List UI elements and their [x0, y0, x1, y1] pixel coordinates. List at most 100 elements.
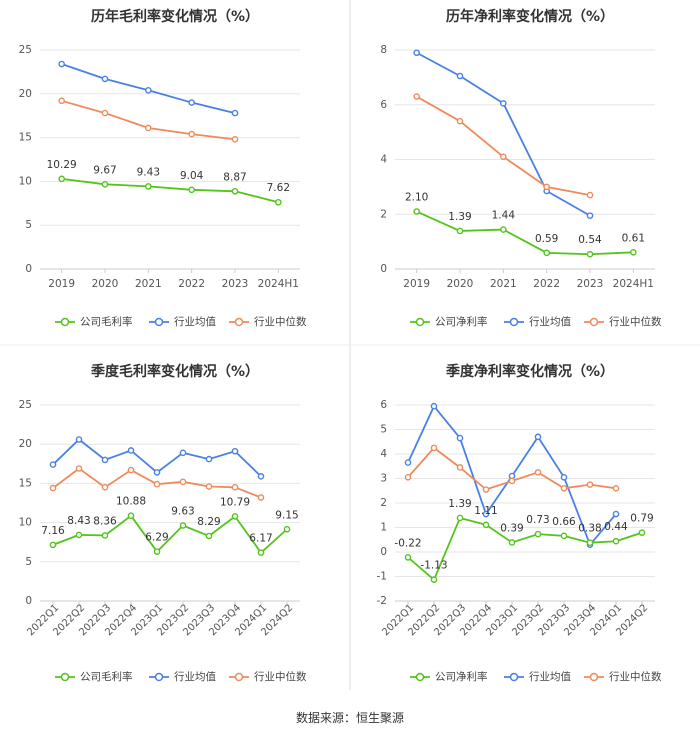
- annual-gross-legend-item-industry_avg[interactable]: 行业均值: [149, 315, 216, 328]
- annual-net-x-tick-label: 2024H1: [613, 278, 654, 290]
- annual-gross-y-tick-label: 0: [25, 263, 32, 275]
- quarterly-net-y-tick-label: 3: [380, 473, 387, 485]
- quarterly-net-legend-item-industry_median[interactable]: 行业中位数: [584, 670, 662, 683]
- quarterly-net-company-point: [456, 514, 464, 522]
- quarterly-gross-data-label: 9.15: [275, 509, 298, 521]
- annual-net-company-line: [416, 210, 634, 256]
- quarterly-net-y-tick-label: 0: [380, 546, 387, 558]
- quarterly-net-industry_avg-point: [534, 433, 542, 441]
- annual-gross-data-label: 10.29: [47, 159, 77, 171]
- quarterly-gross-legend-item-company[interactable]: 公司毛利率: [55, 670, 133, 683]
- annual-gross-company-point: [145, 183, 152, 190]
- quarterly-net-company-point: [586, 539, 594, 546]
- quarterly-gross-industry_median-point: [179, 478, 187, 486]
- annual-net-y-tick-label: 2: [380, 208, 387, 220]
- quarterly-net-y-tick-label: -1: [377, 571, 387, 583]
- quarterly-gross-industry_median-point: [231, 484, 239, 491]
- quarterly-net-data-label: 0.39: [500, 522, 523, 534]
- annual-net-company-point: [456, 227, 464, 235]
- quarterly-gross-industry_median-point: [205, 483, 213, 490]
- annual-gross-data-label: 9.43: [137, 166, 160, 178]
- annual-net-legend-item-industry_avg[interactable]: 行业均值: [504, 315, 571, 328]
- annual-gross-y-tick-label: 10: [19, 175, 32, 187]
- annual-gross-y-tick-label: 15: [19, 132, 32, 144]
- annual-gross-legend-swatch-marker: [60, 317, 70, 327]
- quarterly-net-legend-item-industry_avg[interactable]: 行业均值: [504, 670, 571, 683]
- annual-gross-x-tick-label: 2023: [222, 278, 249, 290]
- quarterly-gross-legend-label: 行业均值: [174, 670, 216, 683]
- quarterly-net-y-tick-label: 2: [380, 497, 387, 509]
- quarterly-gross-company-point: [283, 525, 291, 533]
- annual-gross-legend: 公司毛利率 行业均值 行业中位数: [55, 315, 307, 328]
- annual-net-company-point: [630, 249, 637, 256]
- quarterly-gross-industry_avg-point: [127, 447, 135, 454]
- annual-net-industry_median-point: [586, 191, 594, 199]
- quarterly-net-industry_median-point: [534, 469, 542, 476]
- quarterly-gross-industry_median-point: [257, 494, 265, 501]
- annual-net-margin-chart: 历年净利率变化情况（%） 0 2 4 6 8 2019 2020 2021 2022 2023 202…: [380, 8, 662, 328]
- quarterly-net-company-point: [508, 539, 516, 546]
- annual-net-x-tick-label: 2021: [490, 278, 517, 290]
- annual-net-y-tick-label: 6: [380, 99, 387, 111]
- quarterly-gross-y-tick-label: 5: [25, 556, 32, 568]
- quarterly-net-y-tick-label: 1: [380, 522, 387, 534]
- annual-net-industry_median-point: [500, 153, 507, 161]
- annual-net-legend-label: 公司净利率: [435, 315, 488, 328]
- annual-gross-legend-swatch-marker: [154, 317, 164, 327]
- quarterly-gross-industry_avg-point: [205, 455, 213, 463]
- annual-net-y-tick-label: 0: [380, 263, 387, 275]
- annual-gross-legend-item-industry_median[interactable]: 行业中位数: [229, 315, 307, 328]
- quarterly-net-industry_avg-point: [560, 473, 568, 481]
- annual-net-company-point: [543, 249, 550, 257]
- annual-net-legend-swatch-marker: [415, 317, 425, 327]
- annual-net-legend-item-company[interactable]: 公司净利率: [410, 315, 488, 328]
- annual-gross-chart-title: 历年毛利率变化情况（%）: [91, 8, 259, 25]
- annual-net-legend: 公司净利率 行业均值 行业中位数: [410, 315, 662, 328]
- quarterly-net-data-label: 0.73: [526, 514, 549, 526]
- annual-gross-industry_avg-point: [145, 86, 152, 94]
- annual-gross-legend-swatch-marker: [234, 317, 244, 327]
- annual-net-data-label: 1.44: [492, 210, 516, 222]
- annual-net-industry_median-line: [416, 95, 591, 196]
- annual-gross-legend-label: 公司毛利率: [80, 315, 133, 328]
- annual-gross-industry_avg-point: [188, 99, 195, 106]
- quarterly-net-y-tick-label: 6: [380, 399, 387, 411]
- quarterly-net-company-point: [638, 529, 646, 536]
- annual-gross-y-tick-label: 5: [25, 219, 32, 231]
- quarterly-net-y-tick-label: 5: [380, 424, 387, 436]
- quarterly-gross-industry_avg-point: [49, 461, 57, 468]
- annual-gross-y-tick-label: 25: [19, 44, 32, 56]
- annual-net-legend-swatch-marker: [509, 317, 519, 327]
- quarterly-gross-legend-swatch-marker: [234, 672, 244, 682]
- quarterly-net-y-tick-label: 4: [380, 448, 387, 460]
- annual-net-data-label: 0.59: [535, 233, 558, 245]
- quarterly-gross-legend-item-industry_median[interactable]: 行业中位数: [229, 670, 307, 683]
- quarterly-net-data-label: 0.44: [604, 521, 628, 533]
- annual-gross-legend-item-company[interactable]: 公司毛利率: [55, 315, 133, 328]
- quarterly-net-legend-item-company[interactable]: 公司净利率: [410, 670, 488, 683]
- annual-gross-margin-chart: 历年毛利率变化情况（%） 0 5 10 15 20 25 2019 2020 2021 2022 20…: [19, 8, 307, 328]
- quarterly-net-industry_median-point: [456, 464, 464, 471]
- annual-net-legend-swatch-marker: [589, 317, 599, 327]
- quarterly-gross-company-point: [49, 541, 57, 549]
- quarterly-net-data-label: 0.79: [630, 513, 653, 525]
- annual-net-legend-item-industry_median[interactable]: 行业中位数: [584, 315, 662, 328]
- annual-gross-company-point: [101, 180, 109, 188]
- quarterly-gross-company-point: [257, 549, 265, 556]
- quarterly-net-industry_median-point: [430, 444, 438, 452]
- quarterly-gross-industry_avg-point: [75, 436, 83, 443]
- quarterly-gross-y-tick-label: 15: [19, 477, 32, 489]
- quarterly-gross-y-tick-label: 0: [25, 595, 32, 607]
- annual-net-industry_median-point: [456, 117, 464, 125]
- quarterly-gross-data-label: 10.88: [116, 496, 146, 508]
- quarterly-gross-data-label: 8.43: [67, 515, 90, 527]
- annual-net-company-point: [413, 208, 420, 215]
- annual-gross-industry_median-point: [231, 136, 239, 143]
- quarterly-gross-legend-item-industry_avg[interactable]: 行业均值: [149, 670, 216, 683]
- quarterly-gross-industry_median-point: [127, 466, 135, 474]
- annual-gross-x-tick-label: 2021: [135, 278, 162, 290]
- annual-gross-data-label: 8.87: [223, 171, 246, 183]
- quarterly-gross-data-label: 8.36: [93, 515, 117, 527]
- quarterly-net-industry_median-point: [612, 484, 620, 492]
